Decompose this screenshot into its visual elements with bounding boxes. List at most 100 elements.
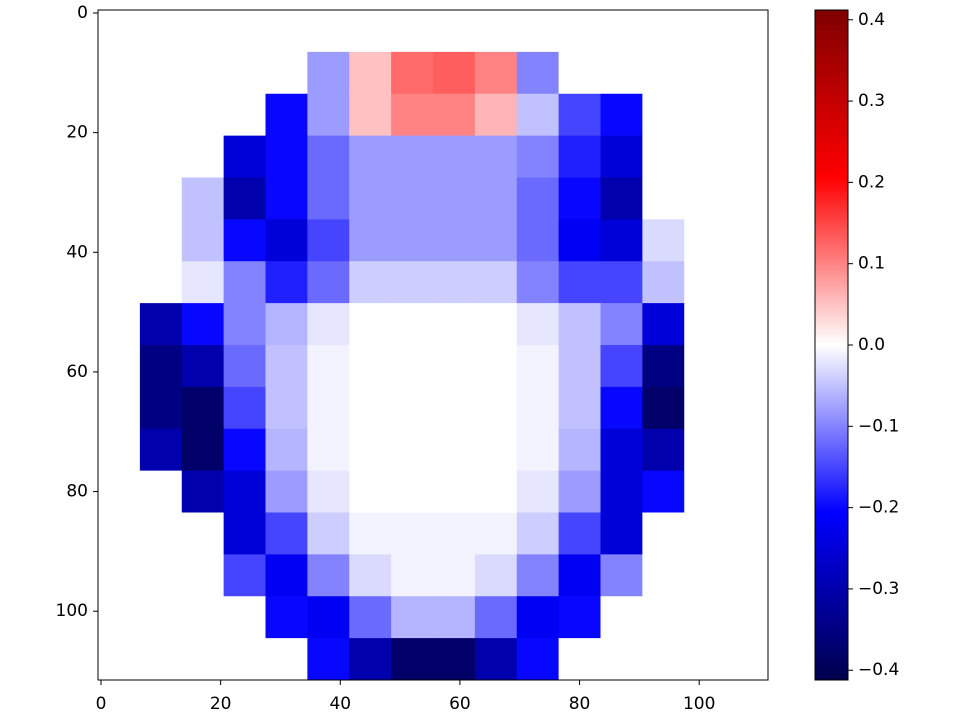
heatmap-cell — [474, 10, 518, 53]
heatmap-cell — [391, 596, 434, 639]
heatmap-cell — [349, 386, 392, 430]
heatmap-cell — [433, 10, 476, 53]
heatmap-cell — [391, 638, 434, 681]
heatmap-cell — [433, 93, 476, 137]
heatmap-cell — [684, 345, 727, 388]
heatmap-cell — [265, 177, 308, 220]
heatmap-cell — [307, 345, 350, 388]
heatmap-cell — [98, 512, 141, 555]
heatmap-cell — [98, 345, 141, 388]
heatmap-cell — [684, 219, 727, 262]
heatmap-cell — [307, 638, 350, 681]
heatmap-cell — [391, 554, 434, 597]
heatmap-cell — [642, 345, 685, 388]
heatmap-cell — [307, 93, 350, 137]
heatmap-cell — [223, 554, 266, 597]
y-tick-label: 40 — [66, 242, 88, 262]
colorbar-tick-label: 0.0 — [858, 335, 885, 355]
heatmap-cell — [600, 303, 643, 346]
heatmap-cell — [391, 177, 434, 220]
heatmap-cell — [139, 177, 183, 220]
heatmap-cell — [181, 10, 225, 53]
heatmap-cell — [349, 554, 392, 597]
heatmap-cell — [223, 135, 266, 178]
heatmap-cell — [349, 135, 392, 178]
heatmap-cell — [516, 428, 560, 472]
heatmap-cell — [516, 596, 560, 639]
heatmap-cell — [139, 303, 183, 346]
heatmap-cell — [391, 135, 434, 178]
heatmap-cell — [223, 177, 266, 220]
heatmap-cell — [391, 512, 434, 555]
heatmap-cell — [433, 177, 476, 220]
heatmap-cell — [349, 51, 392, 95]
x-tick-label: 100 — [683, 694, 715, 714]
heatmap-cell — [433, 303, 476, 346]
heatmap-cell — [307, 219, 350, 262]
heatmap-cell — [726, 93, 769, 137]
heatmap-cell — [726, 512, 769, 555]
heatmap-cell — [726, 219, 769, 262]
heatmap-cell — [726, 386, 769, 430]
heatmap-cell — [223, 345, 266, 388]
heatmap-cell — [139, 135, 183, 178]
heatmap-cell — [349, 177, 392, 220]
heatmap-cell — [349, 428, 392, 472]
heatmap-cell — [474, 554, 518, 597]
heatmap-cell — [726, 303, 769, 346]
heatmap-cell — [307, 135, 350, 178]
heatmap-cell — [181, 345, 225, 388]
heatmap-cell — [433, 219, 476, 262]
heatmap-cell — [684, 428, 727, 472]
heatmap-cell — [726, 428, 769, 472]
heatmap-cell — [516, 135, 560, 178]
heatmap-cell — [433, 386, 476, 430]
x-tick-label: 0 — [96, 694, 107, 714]
heatmap-cell — [349, 638, 392, 681]
heatmap-cell — [684, 93, 727, 137]
heatmap-cell — [558, 219, 601, 262]
heatmap-cell — [307, 554, 350, 597]
heatmap-cell — [433, 470, 476, 513]
heatmap-cell — [726, 261, 769, 304]
heatmap-cell — [474, 638, 518, 681]
heatmap-cell — [391, 470, 434, 513]
heatmap-cell — [139, 51, 183, 95]
heatmap-cell — [223, 303, 266, 346]
heatmap-cell — [600, 219, 643, 262]
heatmap-cell — [223, 219, 266, 262]
heatmap-cell — [558, 51, 601, 95]
heatmap-cell — [516, 345, 560, 388]
heatmap-cell — [726, 554, 769, 597]
heatmap-cell — [684, 638, 727, 681]
heatmap-cell — [474, 386, 518, 430]
heatmap-cell — [349, 470, 392, 513]
heatmap-cell — [139, 428, 183, 472]
heatmap-cell — [349, 261, 392, 304]
heatmap-cell — [516, 177, 560, 220]
heatmap-cell — [516, 219, 560, 262]
colorbar-tick-label: 0.2 — [858, 172, 885, 192]
heatmap-cell — [307, 51, 350, 95]
y-tick-label: 0 — [77, 3, 88, 23]
heatmap-cell — [474, 428, 518, 472]
heatmap-cell — [600, 470, 643, 513]
heatmap-cell — [474, 177, 518, 220]
heatmap-cell — [600, 51, 643, 95]
plot-frame — [97, 9, 769, 681]
heatmap-cell — [516, 261, 560, 304]
heatmap-cell — [223, 51, 266, 95]
y-tick-label: 60 — [66, 362, 88, 382]
heatmap-cell — [600, 596, 643, 639]
heatmap-cell — [600, 177, 643, 220]
heatmap-cell — [474, 596, 518, 639]
colorbar-tick-label: 0.1 — [858, 254, 885, 274]
heatmap-cell — [98, 596, 141, 639]
heatmap-cell — [307, 261, 350, 304]
heatmap-cell — [684, 177, 727, 220]
heatmap-cell — [726, 470, 769, 513]
heatmap-cell — [98, 51, 141, 95]
heatmap-cell — [98, 386, 141, 430]
heatmap-cell — [642, 638, 685, 681]
colorbar — [814, 9, 849, 681]
